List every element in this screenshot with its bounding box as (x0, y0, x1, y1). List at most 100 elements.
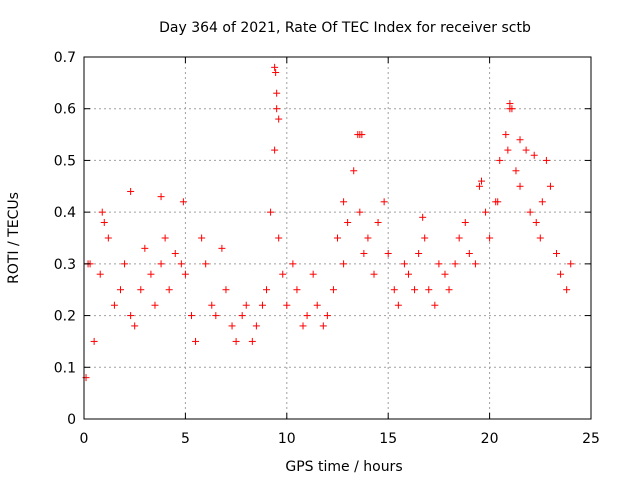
chart-title: Day 364 of 2021, Rate Of TEC Index for r… (159, 20, 531, 36)
data-point (475, 182, 483, 190)
data-point (532, 218, 540, 226)
data-point (151, 301, 159, 309)
data-point (98, 208, 106, 216)
data-point (425, 286, 433, 294)
data-point (394, 301, 402, 309)
data-point (252, 322, 260, 330)
data-point (271, 146, 279, 154)
data-point (218, 244, 226, 252)
data-point (502, 131, 510, 139)
data-point (404, 270, 412, 278)
data-point (171, 250, 179, 258)
data-point (358, 131, 366, 139)
data-point (536, 234, 544, 242)
data-point (340, 260, 348, 268)
y-tick-label: 0.1 (54, 360, 76, 376)
data-point (110, 301, 118, 309)
data-point (293, 286, 301, 294)
data-point (319, 322, 327, 330)
data-point (526, 208, 534, 216)
x-tick-label: 25 (582, 431, 600, 447)
data-point (563, 286, 571, 294)
data-point (370, 270, 378, 278)
data-point (165, 286, 173, 294)
data-point (471, 260, 479, 268)
data-point (451, 260, 459, 268)
data-point (179, 198, 187, 206)
data-point (90, 337, 98, 345)
data-point (117, 286, 125, 294)
y-tick-label: 0.5 (54, 153, 76, 169)
data-point (273, 105, 281, 113)
data-point (435, 260, 443, 268)
data-point (131, 322, 139, 330)
data-point (323, 312, 331, 320)
data-point (516, 182, 524, 190)
data-point (441, 270, 449, 278)
data-point (198, 234, 206, 242)
data-point (181, 270, 189, 278)
data-point (258, 301, 266, 309)
y-tick-label: 0 (67, 412, 76, 428)
data-point (374, 218, 382, 226)
data-point (512, 167, 520, 175)
data-point (445, 286, 453, 294)
data-point (400, 260, 408, 268)
data-point (530, 151, 538, 159)
y-tick-labels: 0 0.1 0.2 0.3 0.4 0.5 0.6 0.7 (54, 50, 76, 428)
x-tick-label: 15 (379, 431, 397, 447)
data-point (461, 218, 469, 226)
data-point (522, 146, 530, 154)
data-point (232, 337, 240, 345)
y-axis-label: ROTI / TECUs (6, 192, 22, 284)
data-point (271, 63, 279, 71)
data-point (380, 198, 388, 206)
y-tick-label: 0.6 (54, 102, 76, 118)
data-point (299, 322, 307, 330)
data-point (202, 260, 210, 268)
data-point (508, 105, 516, 113)
data-point (506, 100, 514, 108)
data-point (411, 286, 419, 294)
data-point (157, 260, 165, 268)
data-point (553, 250, 561, 258)
data-point (104, 234, 112, 242)
data-point (303, 312, 311, 320)
data-point (157, 193, 165, 201)
data-point (192, 337, 200, 345)
x-axis-label: GPS time / hours (285, 459, 402, 475)
data-point (273, 89, 281, 97)
data-point (465, 250, 473, 258)
data-point (177, 260, 185, 268)
data-point (482, 208, 490, 216)
x-tick-label: 0 (80, 431, 89, 447)
x-tick-labels: 0 5 10 15 20 25 (80, 431, 600, 447)
data-point (121, 260, 129, 268)
data-point (431, 301, 439, 309)
data-point (421, 234, 429, 242)
data-point (272, 69, 280, 77)
data-point (127, 312, 135, 320)
data-point (263, 286, 271, 294)
x-tick-label: 10 (278, 431, 296, 447)
data-point (187, 312, 195, 320)
data-points (82, 63, 575, 382)
data-point (100, 218, 108, 226)
data-point (567, 260, 575, 268)
data-point (283, 301, 291, 309)
data-point (289, 260, 297, 268)
data-point (137, 286, 145, 294)
data-point (455, 234, 463, 242)
data-point (275, 115, 283, 123)
data-point (267, 208, 275, 216)
data-point (222, 286, 230, 294)
data-point (279, 270, 287, 278)
data-point (208, 301, 216, 309)
data-point (309, 270, 317, 278)
data-point (329, 286, 337, 294)
data-point (147, 270, 155, 278)
data-point (546, 182, 554, 190)
data-point (350, 167, 358, 175)
axis-ticks (83, 56, 592, 420)
